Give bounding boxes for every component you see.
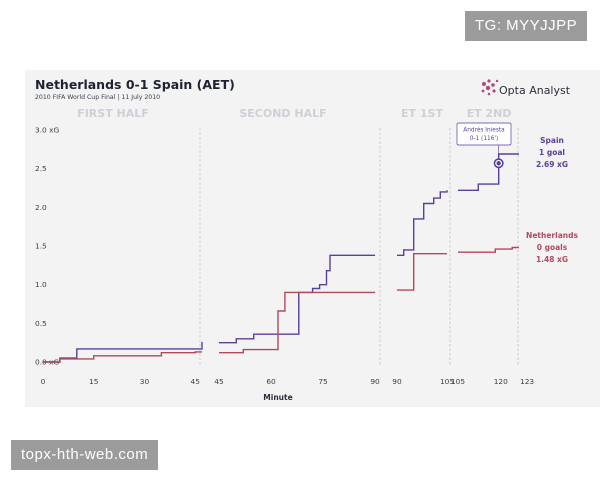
- annotation-scorer: Andrés Iniesta: [463, 127, 505, 134]
- series-end-label: 1.48 xG: [536, 255, 568, 264]
- series-end-labels: Spain 1 goal 2.69 xG Netherlands 0 goals 1.48…: [526, 136, 578, 264]
- logo-dot: [481, 89, 485, 93]
- period-label: SECOND HALF: [239, 107, 326, 120]
- series-end-label: 0 goals: [537, 243, 568, 252]
- logo-dot: [482, 82, 486, 86]
- xg-race-chart: Netherlands 0-1 Spain (AET) 2010 FIFA Wo…: [35, 77, 578, 402]
- period-label: ET 2ND: [467, 107, 512, 120]
- series-line-segment: [458, 246, 519, 253]
- series-line-segment: [397, 252, 447, 291]
- x-tick-label: 60: [266, 377, 276, 386]
- x-tick-label: 30: [140, 377, 150, 386]
- y-tick-label: 1.0: [35, 280, 47, 289]
- goal-annotation: Andrés Iniesta 0-1 (116'): [456, 122, 512, 160]
- logo-dot: [491, 83, 495, 87]
- y-tick-label: 3.0 xG: [35, 126, 59, 135]
- y-axis-ticks: 0.0 xG0.51.01.52.02.53.0 xG: [35, 126, 59, 367]
- logo-dot: [487, 92, 491, 96]
- x-tick-label: 15: [89, 377, 99, 386]
- x-tick-label: 105: [440, 377, 454, 386]
- logo-dot: [485, 85, 491, 91]
- chart-title: Netherlands 0-1 Spain (AET): [35, 77, 235, 92]
- y-tick-label: 0.5: [35, 319, 47, 328]
- series-line-segment: [219, 291, 376, 354]
- series-line-segment: [397, 190, 448, 257]
- y-tick-label: 1.5: [35, 242, 47, 251]
- series-line-segment: [458, 153, 519, 192]
- series-netherlands: [43, 246, 519, 363]
- x-tick-label: 45: [191, 377, 201, 386]
- logo-dot: [487, 79, 491, 83]
- series-line-segment: [219, 254, 376, 344]
- x-axis-label: Minute: [263, 393, 292, 402]
- opta-analyst-logo: Opta Analyst: [481, 79, 571, 97]
- annotation-box: [456, 122, 512, 146]
- y-tick-label: 2.5: [35, 164, 47, 173]
- annotation-score: 0-1 (116'): [470, 136, 499, 142]
- period-label: FIRST HALF: [77, 107, 149, 120]
- x-tick-label: 90: [370, 377, 380, 386]
- period-labels: FIRST HALF SECOND HALF ET 1ST ET 2ND: [77, 107, 511, 120]
- x-tick-label: 90: [392, 377, 402, 386]
- series-end-label: 2.69 xG: [536, 160, 568, 169]
- x-tick-label: 0: [41, 377, 46, 386]
- series-end-label: Netherlands: [526, 231, 578, 240]
- series-end-label: 1 goal: [539, 148, 565, 157]
- series-end-label: Spain: [540, 136, 564, 145]
- website-watermark: topx-hth-web.com: [11, 440, 159, 470]
- x-tick-label: 123: [520, 377, 534, 386]
- period-dividers: [199, 128, 519, 366]
- goal-marker-dot: [496, 161, 501, 166]
- chart-subtitle: 2010 FIFA World Cup Final | 11 July 2010: [35, 94, 160, 101]
- telegram-watermark: TG: MYYJJPP: [465, 11, 588, 41]
- series-lines: [43, 153, 519, 363]
- series-line-segment: [43, 351, 202, 363]
- period-label: ET 1ST: [401, 107, 443, 120]
- brand-name: Opta Analyst: [499, 84, 571, 97]
- logo-dot: [495, 79, 499, 83]
- logo-dot: [492, 89, 496, 93]
- opta-logo-mark: [481, 79, 499, 96]
- x-tick-label: 75: [318, 377, 328, 386]
- x-tick-label: 105: [451, 377, 465, 386]
- series-spain: [43, 153, 519, 363]
- y-tick-label: 2.0: [35, 203, 47, 212]
- x-tick-label: 45: [214, 377, 224, 386]
- x-tick-label: 120: [494, 377, 508, 386]
- chart-panel: Netherlands 0-1 Spain (AET) 2010 FIFA Wo…: [25, 70, 600, 407]
